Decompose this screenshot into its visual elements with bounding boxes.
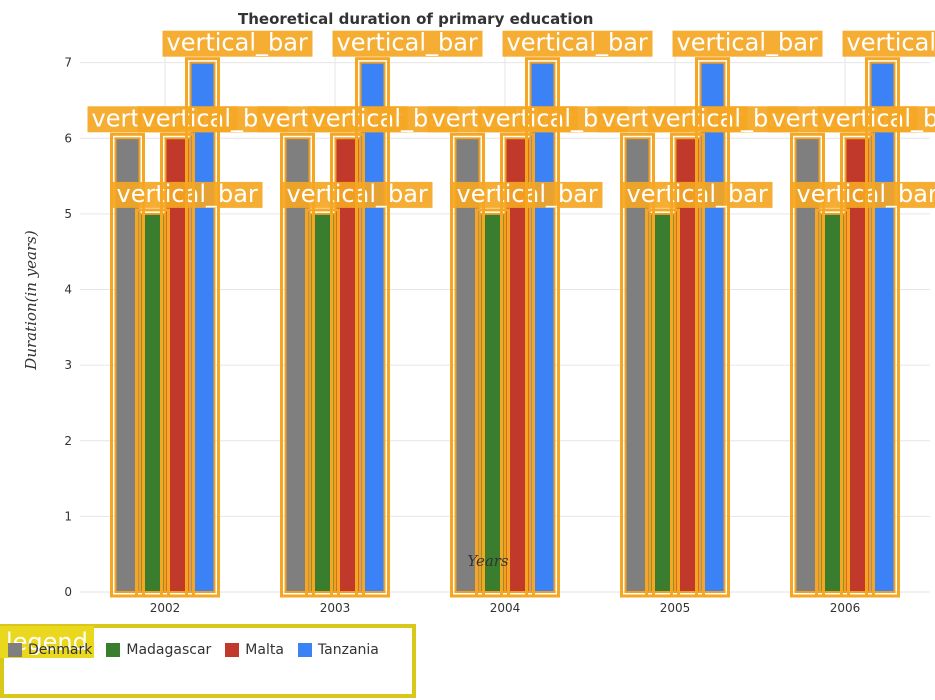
bar-annotation-label: vertical_bar: [167, 29, 308, 57]
legend-label: Madagascar: [126, 642, 212, 658]
y-tick-label: 6: [64, 131, 72, 145]
bar-annotation-outline: [160, 132, 195, 598]
bar-annotation-label: vertical_bar: [337, 29, 478, 57]
x-tick-label: 2006: [830, 601, 861, 615]
legend-label: Tanzania: [317, 642, 379, 658]
bar-annotation-bg: [792, 181, 935, 208]
y-tick-label: 7: [64, 56, 72, 70]
bar-annotation-outline: [305, 208, 340, 598]
y-axis-label: Duration(in years): [22, 230, 40, 371]
bar-annotation-bg: [672, 30, 823, 57]
bar-annotation-outline: [670, 132, 705, 598]
legend-label: Malta: [245, 642, 284, 658]
y-tick-label: 3: [64, 358, 72, 372]
legend-swatch: [106, 643, 121, 657]
x-tick-label: 2004: [490, 601, 521, 615]
legend-swatch: [225, 643, 240, 657]
bar-annotation-outline: [815, 208, 850, 598]
bar-annotation-outline: [790, 132, 825, 598]
legend-label: Denmark: [28, 642, 93, 658]
legend-item: Denmark: [8, 642, 92, 658]
bar-annotation-outline: [620, 132, 655, 598]
y-tick-label: 5: [64, 207, 72, 221]
legend-item: Malta: [225, 642, 284, 658]
bar-annotation-bg: [842, 30, 935, 57]
bar-annotation-label: vertical_bar: [847, 29, 935, 57]
legend-swatch: [297, 643, 312, 657]
legend-item: Tanzania: [297, 642, 379, 658]
legend-swatch: [8, 643, 22, 657]
bar-annotation-outline: [330, 132, 365, 598]
y-tick-label: 2: [64, 434, 72, 448]
bar-annotation-label: vertical_bar: [507, 29, 648, 57]
bar-annotation-outline: [185, 57, 220, 598]
bar-annotation-outline: [865, 57, 900, 598]
legend: Denmark Madagascar Malta Tanzania: [8, 642, 379, 658]
bar-annotation-outline: [355, 57, 390, 598]
x-axis-label: Years: [467, 552, 509, 570]
bar-annotation-outline: [645, 208, 680, 598]
tick-layer: 0 1 2 3 4 5 6 7 2002 2003 2004 2005 2006: [64, 56, 860, 615]
y-tick-label: 1: [64, 509, 72, 523]
bar-annotation-outline: [135, 208, 170, 598]
y-tick-label: 4: [64, 283, 72, 297]
bar-annotation-bg: [817, 106, 935, 133]
legend-item: Madagascar: [106, 642, 211, 658]
bar-annotation-outline: [840, 132, 875, 598]
bar-annotation-outline: [695, 57, 730, 598]
annotation-layer: vertical_barvertical_barvertical_barvert…: [87, 29, 935, 598]
bar-annotation-bg: [502, 30, 653, 57]
bar-annotation-bg: [332, 30, 483, 57]
x-tick-label: 2003: [320, 601, 351, 615]
bar-annotation-outline: [280, 132, 315, 598]
bar-annotation-outline: [110, 132, 145, 598]
bar-annotation-outline: [500, 132, 535, 598]
bar-annotation-outline: [475, 208, 510, 598]
bar-annotation-label: vertical_bar: [677, 29, 818, 57]
bar-annotation-outline: [450, 132, 485, 598]
bar-annotation-label: vertical_bar: [822, 104, 935, 132]
bars-layer: [114, 61, 896, 594]
legend-title: legend: [0, 626, 94, 658]
bar-annotation-outline: [525, 57, 560, 598]
chart-title: Theoretical duration of primary educatio…: [238, 10, 593, 28]
y-tick-label: 0: [64, 585, 72, 599]
bar-annotation-bg: [162, 30, 313, 57]
x-tick-label: 2002: [150, 601, 181, 615]
x-tick-label: 2005: [660, 601, 691, 615]
